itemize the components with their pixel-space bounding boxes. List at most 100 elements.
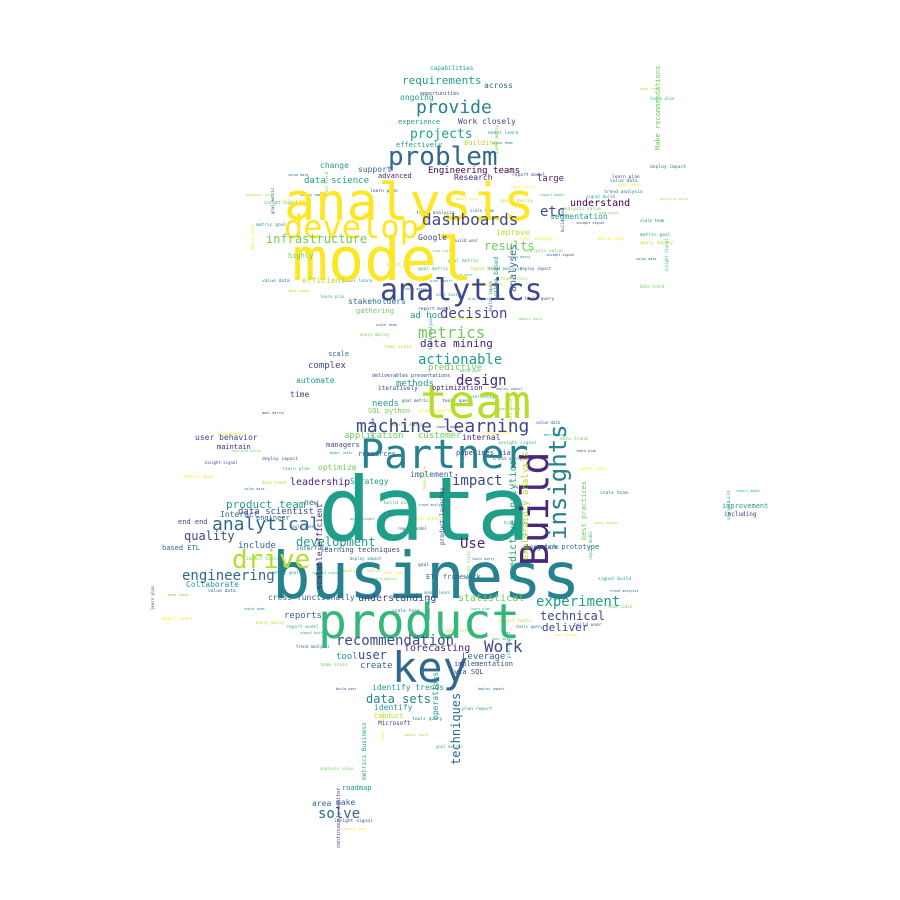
cloud-word: pipelines via [456, 449, 511, 457]
cloud-word: impact [452, 473, 503, 489]
cloud-word: python based [493, 256, 500, 300]
cloud-filler-word: query deploy [594, 521, 619, 525]
cloud-filler-word: scale team [470, 208, 495, 213]
cloud-word: Build [513, 452, 557, 566]
cloud-filler-word: insight signal [264, 200, 298, 205]
cloud-filler-word: signal build [452, 317, 477, 321]
cloud-word: Use [460, 536, 485, 552]
cloud-filler-word: data trend [640, 284, 665, 289]
cloud-filler-word: impact tools [496, 407, 521, 411]
cloud-filler-word: model learn [330, 451, 352, 455]
cloud-filler-word: goal metric [418, 266, 449, 272]
cloud-word: experience [398, 118, 440, 126]
cloud-word: across [484, 81, 513, 90]
cloud-filler-word: team scale [508, 483, 528, 487]
cloud-filler-word: metric goal [272, 570, 299, 575]
cloud-filler-word: insight signal [664, 238, 669, 272]
cloud-filler-word: signal build [598, 576, 631, 582]
cloud-word: operations [431, 672, 440, 720]
cloud-filler-word: analysis value [660, 197, 689, 201]
cloud-filler-word: trend analysis [296, 644, 330, 649]
cloud-filler-word: metric goal [544, 433, 566, 437]
cloud-word: key [392, 643, 468, 692]
cloud-word: capabilities [430, 65, 474, 72]
cloud-filler-word: impact tools [404, 733, 429, 737]
cloud-filler-word: report model [398, 526, 427, 531]
cloud-filler-word: team scale [320, 662, 348, 668]
cloud-filler-word: plan report [420, 408, 451, 414]
cloud-filler-word: deploy impact [262, 456, 298, 462]
cloud-word: data science [304, 176, 369, 186]
cloud-filler-word: trend analysis [492, 456, 531, 462]
cloud-filler-word: deploy impact [478, 687, 505, 691]
cloud-filler-word: learn plan [320, 294, 345, 299]
cloud-word: long term [526, 544, 559, 551]
cloud-filler-word: learn plan [612, 174, 640, 180]
cloud-filler-word: analysis value [232, 449, 261, 453]
cloud-word: techniques [449, 693, 463, 765]
cloud-word: exploratory analysis [521, 452, 531, 560]
cloud-filler-word: data trend [324, 171, 329, 196]
cloud-word: change [320, 161, 349, 170]
cloud-word: quality [184, 529, 235, 543]
cloud-filler-word: metric goal [344, 827, 366, 831]
cloud-word: including [724, 511, 757, 518]
cloud-word: maintain [217, 443, 251, 451]
cloud-filler-word: data trend [560, 436, 588, 442]
cloud-filler-word: plan report [282, 198, 313, 204]
cloud-filler-word: user insight [380, 711, 385, 740]
cloud-word: gathering [356, 307, 394, 315]
cloud-filler-word: signal build [510, 185, 535, 189]
cloud-filler-word: team scale [608, 604, 633, 609]
cloud-filler-word: goal metric [448, 258, 479, 264]
cloud-word: opportunities [420, 91, 459, 97]
cloud-filler-word: learn plan [650, 96, 675, 101]
cloud-filler-word: data trend [168, 593, 188, 597]
cloud-word: user [358, 648, 387, 662]
cloud-word: decision [440, 306, 507, 322]
cloud-filler-word: signal build [726, 491, 731, 520]
cloud-filler-word: user insight [554, 633, 579, 637]
cloud-word: etc [540, 204, 565, 220]
cloud-filler-word: trend analysis [604, 189, 643, 195]
cloud-filler-word: query deploy [640, 240, 673, 246]
cloud-word: Work closely [458, 117, 516, 126]
cloud-filler-word: data trend [288, 289, 308, 293]
cloud-filler-word: report model [436, 425, 461, 429]
cloud-filler-word: goal metric [436, 744, 463, 749]
cloud-filler-word: deploy impact [650, 164, 686, 170]
cloud-word: application [344, 431, 404, 441]
cloud-filler-word: signal build [300, 631, 325, 635]
cloud-word: technical [540, 609, 605, 623]
cloud-word: ad hoc [410, 311, 443, 321]
cloud-word: efficient [302, 276, 346, 285]
cloud-word: provide [416, 97, 492, 118]
cloud-filler-word: plan report [384, 571, 406, 575]
cloud-filler-word: impact tools [498, 618, 531, 624]
cloud-word: ongoing [400, 93, 434, 102]
cloud-word: experiment [536, 594, 620, 610]
cloud-word: optimization [432, 384, 483, 392]
cloud-word: implementation [454, 660, 513, 668]
cloud-filler-word: insight signal [204, 460, 238, 465]
cloud-filler-word: plan report [430, 279, 452, 283]
cloud-filler-word: insight signal [546, 253, 575, 257]
cloud-word: product [318, 594, 520, 650]
cloud-filler-word: build user [336, 687, 356, 691]
cloud-word: Leverage [462, 652, 505, 662]
cloud-word: highly [288, 252, 313, 260]
cloud-filler-word: value data [536, 420, 561, 425]
cloud-word: actionable [418, 352, 502, 368]
cloud-filler-word: value data [244, 487, 264, 491]
cloud-word: Research [454, 173, 493, 182]
cloud-filler-word: signal build [586, 194, 615, 199]
cloud-word: Conduct [374, 712, 404, 720]
cloud-filler-word: insight signal [576, 221, 605, 225]
cloud-word: stakeholders [348, 297, 406, 306]
cloud-filler-word: model learn [424, 590, 451, 595]
cloud-filler-word: signal build [408, 516, 441, 522]
cloud-word: support [358, 165, 392, 174]
cloud-filler-word: plan report [468, 297, 490, 301]
cloud-filler-word: value data [636, 257, 656, 261]
